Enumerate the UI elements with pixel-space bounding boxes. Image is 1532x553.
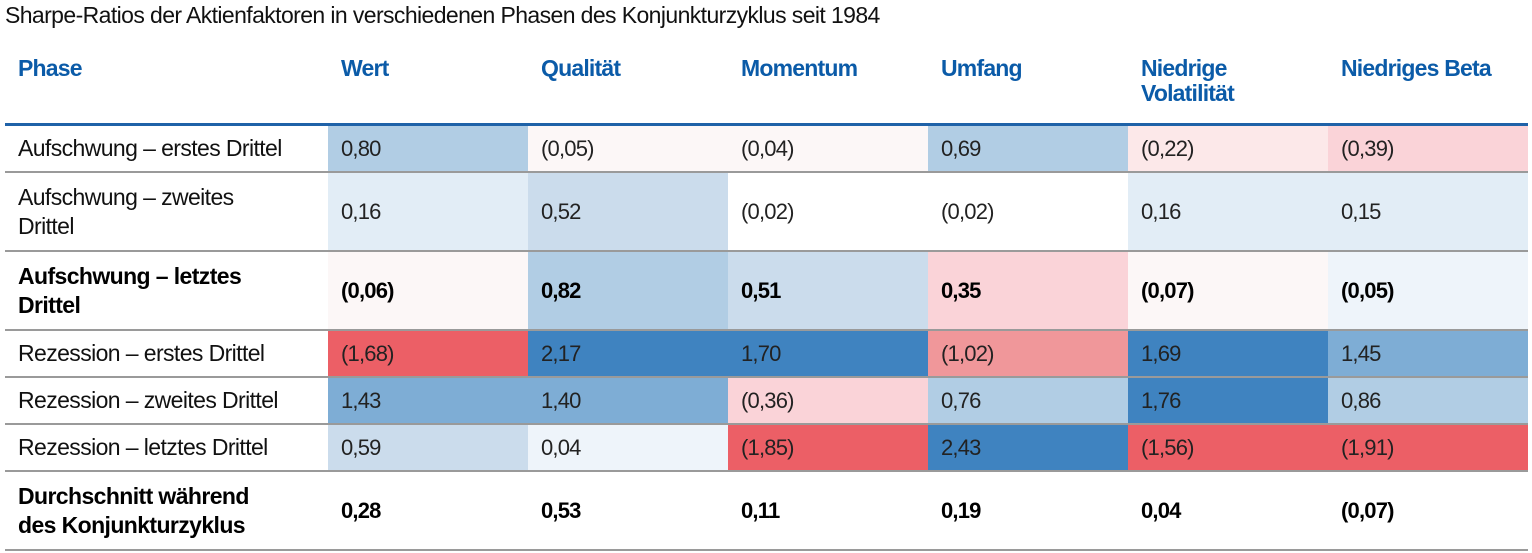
chart-title: Sharpe-Ratios der Aktienfaktoren in vers…	[5, 2, 880, 28]
sharpe-ratio-table: Phase Wert Qualität Momentum Umfang Nied…	[5, 48, 1528, 551]
value-cell: 2,17	[528, 330, 728, 378]
value-cell: (1,56)	[1128, 424, 1328, 472]
table-row: Durchschnitt während des Konjunkturzyklu…	[5, 471, 1528, 551]
value-cell: 0,04	[1128, 471, 1328, 551]
value-cell: (0,06)	[328, 251, 528, 331]
value-cell: 1,70	[728, 330, 928, 378]
value-cell: 0,53	[528, 471, 728, 551]
value-cell: 1,43	[328, 377, 528, 425]
value-cell: 2,43	[928, 424, 1128, 472]
table-row: Aufschwung – zweites Drittel 0,16 0,52 (0,0…	[5, 172, 1528, 252]
value-cell: 0,69	[928, 124, 1128, 173]
value-cell: 0,80	[328, 124, 528, 173]
header-niedrige-volatilitaet: Niedrige Volatilität	[1128, 48, 1328, 126]
value-cell: 0,16	[328, 172, 528, 252]
value-cell: 1,69	[1128, 330, 1328, 378]
value-cell: 1,76	[1128, 377, 1328, 425]
value-cell: 0,28	[328, 471, 528, 551]
table-row: Rezession – letztes Drittel 0,59 0,04 (1,85…	[5, 424, 1528, 472]
header-row: Phase Wert Qualität Momentum Umfang Nied…	[5, 48, 1528, 126]
value-cell: 1,40	[528, 377, 728, 425]
value-cell: 0,11	[728, 471, 928, 551]
header-niedriges-beta: Niedriges Beta	[1328, 48, 1528, 126]
header-momentum: Momentum	[728, 48, 928, 126]
table-row: Aufschwung – erstes Drittel 0,80 (0,05) (0,…	[5, 124, 1528, 173]
value-cell: 0,52	[528, 172, 728, 252]
value-cell: 0,19	[928, 471, 1128, 551]
phase-label: Aufschwung – erstes Drittel	[5, 124, 328, 173]
value-cell: 0,59	[328, 424, 528, 472]
phase-label: Aufschwung – zweites Drittel	[5, 172, 328, 252]
value-cell: (1,85)	[728, 424, 928, 472]
value-cell: 0,15	[1328, 172, 1528, 252]
value-cell: (0,02)	[928, 172, 1128, 252]
value-cell: (0,05)	[1328, 251, 1528, 331]
table-row: Rezession – erstes Drittel (1,68) 2,17 1,70…	[5, 330, 1528, 378]
value-cell: (1,68)	[328, 330, 528, 378]
value-cell: 0,16	[1128, 172, 1328, 252]
value-cell: 0,86	[1328, 377, 1528, 425]
header-umfang: Umfang	[928, 48, 1128, 126]
value-cell: 0,35	[928, 251, 1128, 331]
value-cell: (0,22)	[1128, 124, 1328, 173]
value-cell: (0,02)	[728, 172, 928, 252]
value-cell: (0,36)	[728, 377, 928, 425]
header-phase: Phase	[5, 48, 328, 126]
value-cell: (0,05)	[528, 124, 728, 173]
phase-label: Rezession – zweites Drittel	[5, 377, 328, 425]
value-cell: 0,51	[728, 251, 928, 331]
phase-label: Rezession – erstes Drittel	[5, 330, 328, 378]
value-cell: 0,04	[528, 424, 728, 472]
header-qualitaet: Qualität	[528, 48, 728, 126]
value-cell: 1,45	[1328, 330, 1528, 378]
phase-label: Durchschnitt während des Konjunkturzyklu…	[5, 471, 328, 551]
value-cell: (0,07)	[1128, 251, 1328, 331]
value-cell: (0,07)	[1328, 471, 1528, 551]
phase-label: Aufschwung – letztes Drittel	[5, 251, 328, 331]
value-cell: (1,91)	[1328, 424, 1528, 472]
table-row: Aufschwung – letztes Drittel (0,06) 0,82 0,…	[5, 251, 1528, 331]
value-cell: (0,04)	[728, 124, 928, 173]
value-cell: 0,82	[528, 251, 728, 331]
phase-label: Rezession – letztes Drittel	[5, 424, 328, 472]
value-cell: 0,76	[928, 377, 1128, 425]
header-wert: Wert	[328, 48, 528, 126]
value-cell: (1,02)	[928, 330, 1128, 378]
value-cell: (0,39)	[1328, 124, 1528, 173]
table-row: Rezession – zweites Drittel 1,43 1,40 (0,36…	[5, 377, 1528, 425]
